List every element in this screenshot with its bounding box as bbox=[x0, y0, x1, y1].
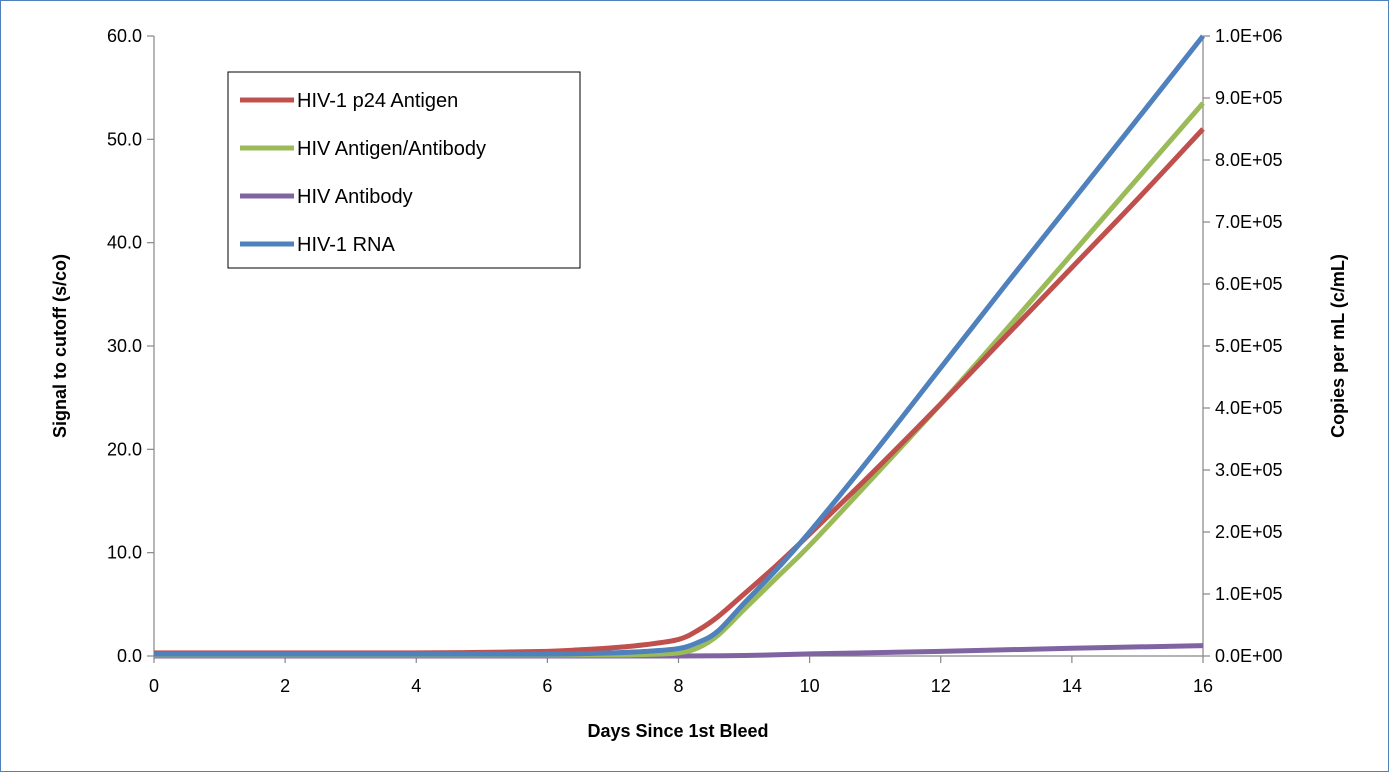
x-tick-label: 14 bbox=[1062, 676, 1082, 696]
legend-label-hiv-antibody: HIV Antibody bbox=[297, 186, 413, 208]
x-axis-title: Days Since 1st Bleed bbox=[587, 721, 768, 741]
y-right-tick-label: 7.0E+05 bbox=[1215, 212, 1283, 232]
y-right-tick-label: 1.0E+06 bbox=[1215, 26, 1283, 46]
y-left-tick-label: 10.0 bbox=[107, 543, 142, 563]
y-right-tick-label: 9.0E+05 bbox=[1215, 88, 1283, 108]
x-tick-label: 4 bbox=[411, 676, 421, 696]
y-right-tick-label: 2.0E+05 bbox=[1215, 522, 1283, 542]
y-left-tick-label: 0.0 bbox=[117, 646, 142, 666]
series-lines bbox=[154, 34, 1205, 659]
x-tick-label: 6 bbox=[542, 676, 552, 696]
legend-label-hiv-antigen-antibody: HIV Antigen/Antibody bbox=[297, 138, 486, 160]
y-right-tick-label: 3.0E+05 bbox=[1215, 460, 1283, 480]
x-tick-label: 10 bbox=[800, 676, 820, 696]
y-right-tick-label: 6.0E+05 bbox=[1215, 274, 1283, 294]
y-left-tick-label: 40.0 bbox=[107, 233, 142, 253]
legend: HIV-1 p24 Antigen HIV Antigen/Antibody HIV… bbox=[227, 71, 581, 269]
y-right-tick-label: 8.0E+05 bbox=[1215, 150, 1283, 170]
y-right-tick-label: 1.0E+05 bbox=[1215, 584, 1283, 604]
x-tick-label: 16 bbox=[1193, 676, 1213, 696]
legend-label-hiv-1-rna: HIV-1 RNA bbox=[297, 234, 395, 256]
legend-box bbox=[227, 71, 581, 269]
series-line-hiv-1-rna bbox=[154, 34, 1205, 657]
legend-label-hiv-1-p24-antigen: HIV-1 p24 Antigen bbox=[297, 90, 458, 112]
axes: 0 2 4 6 8 10 12 14 16 0.0 10.0 20.0 30.0 40.0 50.0 60.0… bbox=[107, 26, 1283, 696]
y-axis-left-title: Signal to cutoff (s/co) bbox=[50, 254, 70, 438]
y-right-tick-label: 5.0E+05 bbox=[1215, 336, 1283, 356]
y-left-tick-label: 30.0 bbox=[107, 336, 142, 356]
y-left-tick-label: 20.0 bbox=[107, 439, 142, 459]
y-left-tick-label: 50.0 bbox=[107, 129, 142, 149]
x-tick-label: 2 bbox=[280, 676, 290, 696]
y-right-tick-label: 0.0E+00 bbox=[1215, 646, 1283, 666]
x-tick-label: 8 bbox=[673, 676, 683, 696]
y-right-tick-label: 4.0E+05 bbox=[1215, 398, 1283, 418]
y-axis-right-title: Copies per mL (c/mL) bbox=[1328, 254, 1348, 438]
x-tick-label: 0 bbox=[149, 676, 159, 696]
y-left-tick-label: 60.0 bbox=[107, 26, 142, 46]
x-tick-label: 12 bbox=[931, 676, 951, 696]
